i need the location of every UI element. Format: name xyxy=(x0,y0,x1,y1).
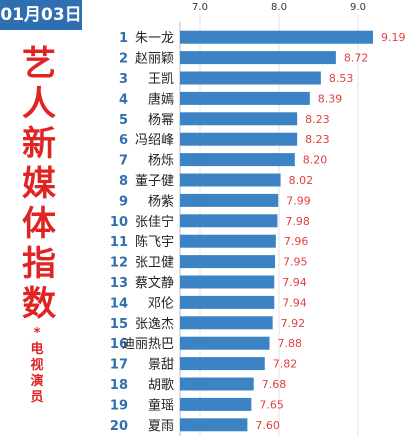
bar xyxy=(180,91,310,105)
category-label: 夏雨 xyxy=(148,419,174,434)
title-char: 艺 xyxy=(22,44,56,84)
category-label: 唐嫣 xyxy=(148,91,174,107)
rank-label: 4 xyxy=(119,92,128,107)
bar xyxy=(180,255,276,269)
rank-label: 15 xyxy=(110,317,128,332)
rank-label: 13 xyxy=(110,276,128,291)
category-label: 胡歌 xyxy=(148,378,174,393)
x-tick-label: 9.0 xyxy=(350,2,366,13)
bar xyxy=(180,214,278,228)
rank-label: 3 xyxy=(119,72,128,87)
category-label: 董子健 xyxy=(135,174,174,189)
title-char: 数 xyxy=(22,284,56,324)
category-label: 景甜 xyxy=(148,357,174,373)
data-label: 8.39 xyxy=(318,92,343,105)
subtitle-char: 员 xyxy=(30,390,44,405)
bar xyxy=(180,234,276,248)
rank-label: 8 xyxy=(119,174,128,189)
data-label: 7.65 xyxy=(259,398,284,411)
data-label: 7.98 xyxy=(285,215,310,228)
title-char: 人 xyxy=(22,84,56,124)
rank-label: 5 xyxy=(119,113,128,128)
x-tick-label: 8.0 xyxy=(271,2,287,13)
title-char: 指 xyxy=(22,244,56,284)
rank-label: 2 xyxy=(119,52,128,67)
data-label: 7.99 xyxy=(286,194,311,207)
subtitle-char: 电 xyxy=(30,342,44,357)
rank-label: 20 xyxy=(110,419,128,434)
rank-label: 19 xyxy=(110,398,128,413)
data-label: 7.95 xyxy=(283,256,308,269)
bar xyxy=(180,316,273,330)
title-char: 新 xyxy=(22,124,56,164)
category-label: 蔡文静 xyxy=(135,276,174,291)
rank-label: 16 xyxy=(110,337,128,352)
bar xyxy=(180,193,279,207)
bar xyxy=(180,153,295,167)
data-label: 7.94 xyxy=(282,296,307,309)
data-label: 8.23 xyxy=(305,113,330,126)
category-label: 迪丽热巴 xyxy=(122,337,174,352)
category-label: 童瑶 xyxy=(148,397,174,413)
data-label: 7.88 xyxy=(278,337,303,350)
data-label: 8.02 xyxy=(289,174,314,187)
subtitle-char: 演 xyxy=(30,374,44,389)
bar xyxy=(180,71,321,85)
bar xyxy=(180,112,298,126)
category-label: 陈飞宇 xyxy=(135,234,174,250)
category-label: 杨幂 xyxy=(148,113,174,128)
rank-label: 12 xyxy=(110,256,128,271)
data-label: 8.53 xyxy=(329,72,354,85)
bar xyxy=(180,295,275,309)
data-label: 8.20 xyxy=(303,154,328,167)
subtitle-char: * xyxy=(33,326,41,341)
bar xyxy=(180,336,270,350)
bar xyxy=(180,30,374,44)
bar xyxy=(180,418,248,432)
bar xyxy=(180,357,265,371)
chart-subtitle: * 电 视 演 员 xyxy=(28,326,46,406)
x-tick-label: 7.0 xyxy=(192,2,208,13)
subtitle-char: 视 xyxy=(30,358,44,373)
bar xyxy=(180,397,252,411)
data-label: 7.60 xyxy=(255,419,280,432)
rank-label: 7 xyxy=(119,154,128,169)
data-label: 9.19 xyxy=(381,31,406,44)
chart-title: 艺 人 新 媒 体 指 数 xyxy=(4,44,74,324)
data-label: 8.23 xyxy=(305,133,330,146)
rank-label: 17 xyxy=(110,358,128,373)
category-label: 王凯 xyxy=(148,72,174,87)
date-label: 01月03日 xyxy=(0,0,82,30)
data-label: 7.92 xyxy=(281,317,306,330)
data-label: 7.82 xyxy=(273,358,298,371)
bar xyxy=(180,132,298,146)
category-label: 杨烁 xyxy=(148,154,174,169)
category-label: 朱一龙 xyxy=(135,31,174,46)
category-label: 张卫健 xyxy=(135,256,174,271)
category-label: 邓伦 xyxy=(148,296,174,311)
rank-label: 10 xyxy=(110,215,128,230)
bar xyxy=(180,275,275,289)
data-label: 7.68 xyxy=(262,378,287,391)
rank-label: 9 xyxy=(119,194,128,209)
rank-label: 18 xyxy=(110,378,128,393)
category-label: 张佳宁 xyxy=(135,214,174,230)
rank-label: 14 xyxy=(110,296,128,311)
rank-label: 11 xyxy=(110,235,128,250)
category-label: 赵丽颖 xyxy=(135,52,174,67)
bar xyxy=(180,377,254,391)
title-char: 体 xyxy=(22,204,56,244)
category-label: 杨紫 xyxy=(148,194,174,209)
rank-label: 6 xyxy=(119,133,128,148)
category-label: 冯绍峰 xyxy=(135,133,174,148)
data-label: 7.94 xyxy=(282,276,307,289)
rank-label: 1 xyxy=(119,31,128,46)
data-label: 8.72 xyxy=(344,52,369,65)
category-label: 张逸杰 xyxy=(135,317,174,332)
data-label: 7.96 xyxy=(284,235,309,248)
bar xyxy=(180,173,281,187)
bar xyxy=(180,51,336,65)
title-char: 媒 xyxy=(22,164,56,204)
